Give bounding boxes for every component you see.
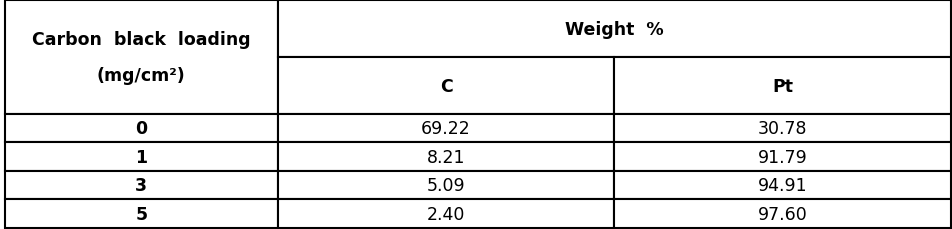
Bar: [277, 143, 614, 171]
Bar: [614, 58, 950, 114]
Bar: [277, 199, 614, 228]
Text: 8.21: 8.21: [426, 148, 465, 166]
Text: 97.60: 97.60: [757, 205, 806, 223]
Text: 30.78: 30.78: [757, 120, 806, 138]
Bar: [614, 171, 950, 199]
Bar: [5, 171, 277, 199]
Bar: [614, 114, 950, 143]
Text: Pt: Pt: [771, 77, 792, 95]
Bar: [5, 1, 277, 114]
Text: 5.09: 5.09: [426, 176, 465, 194]
Text: 94.91: 94.91: [757, 176, 806, 194]
Text: C: C: [439, 77, 452, 95]
Text: 69.22: 69.22: [421, 120, 470, 138]
Bar: [277, 58, 614, 114]
Text: 0: 0: [135, 120, 148, 138]
Bar: [277, 1, 950, 58]
Bar: [277, 114, 614, 143]
Bar: [5, 199, 277, 228]
Text: 2.40: 2.40: [426, 205, 465, 223]
Bar: [614, 199, 950, 228]
Text: 91.79: 91.79: [757, 148, 806, 166]
Bar: [277, 171, 614, 199]
Bar: [5, 143, 277, 171]
Text: Carbon  black  loading: Carbon black loading: [32, 31, 250, 49]
Bar: [5, 114, 277, 143]
Text: 5: 5: [135, 205, 148, 223]
Text: Weight  %: Weight %: [565, 21, 663, 38]
Text: (mg/cm²): (mg/cm²): [97, 67, 186, 85]
Bar: [614, 143, 950, 171]
Text: 1: 1: [135, 148, 148, 166]
Text: 3: 3: [135, 176, 148, 194]
